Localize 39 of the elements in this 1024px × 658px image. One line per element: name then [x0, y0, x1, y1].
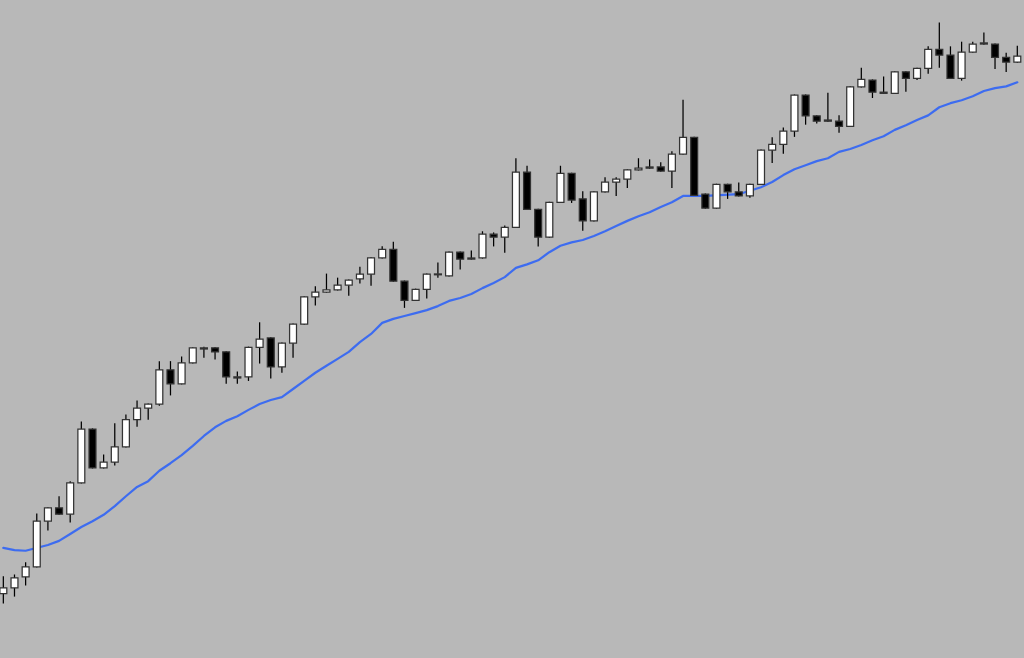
- candlestick: [935, 22, 944, 68]
- candlestick: [366, 257, 376, 286]
- candlestick: [924, 46, 933, 74]
- candlestick: [277, 342, 286, 373]
- candlestick: [255, 322, 264, 364]
- candlestick: [890, 71, 899, 94]
- candlestick: [0, 576, 8, 604]
- candlestick: [210, 347, 220, 360]
- candlestick: [768, 137, 777, 163]
- candlestick: [288, 323, 298, 358]
- candlestick: [823, 92, 832, 122]
- candlestick: [500, 225, 509, 253]
- candlestick: [990, 43, 1000, 70]
- candlestick: [110, 423, 119, 466]
- candlestick: [946, 46, 955, 79]
- candlestick: [801, 94, 810, 125]
- candlestick: [54, 496, 64, 515]
- candlestick: [43, 507, 52, 531]
- candlestick: [10, 574, 19, 597]
- candlestick: [667, 151, 676, 188]
- candlestick: [199, 346, 208, 358]
- candlestick: [857, 67, 866, 88]
- candlestick: [979, 32, 988, 45]
- candlestick: [21, 562, 30, 586]
- candlestick: [400, 280, 409, 308]
- candlestick: [444, 251, 454, 277]
- candlestick: [712, 183, 721, 209]
- candlestick: [355, 266, 364, 284]
- candlestick: [166, 361, 175, 396]
- candlestick: [177, 356, 186, 385]
- candlestick: [834, 115, 844, 133]
- candlestick: [578, 191, 587, 231]
- candlestick: [422, 273, 431, 299]
- candlestick: [478, 231, 487, 259]
- candlestick: [779, 127, 788, 154]
- candlestick: [678, 99, 688, 155]
- candlestick: [901, 71, 910, 92]
- candlestick: [433, 262, 442, 278]
- candlestick: [132, 400, 142, 427]
